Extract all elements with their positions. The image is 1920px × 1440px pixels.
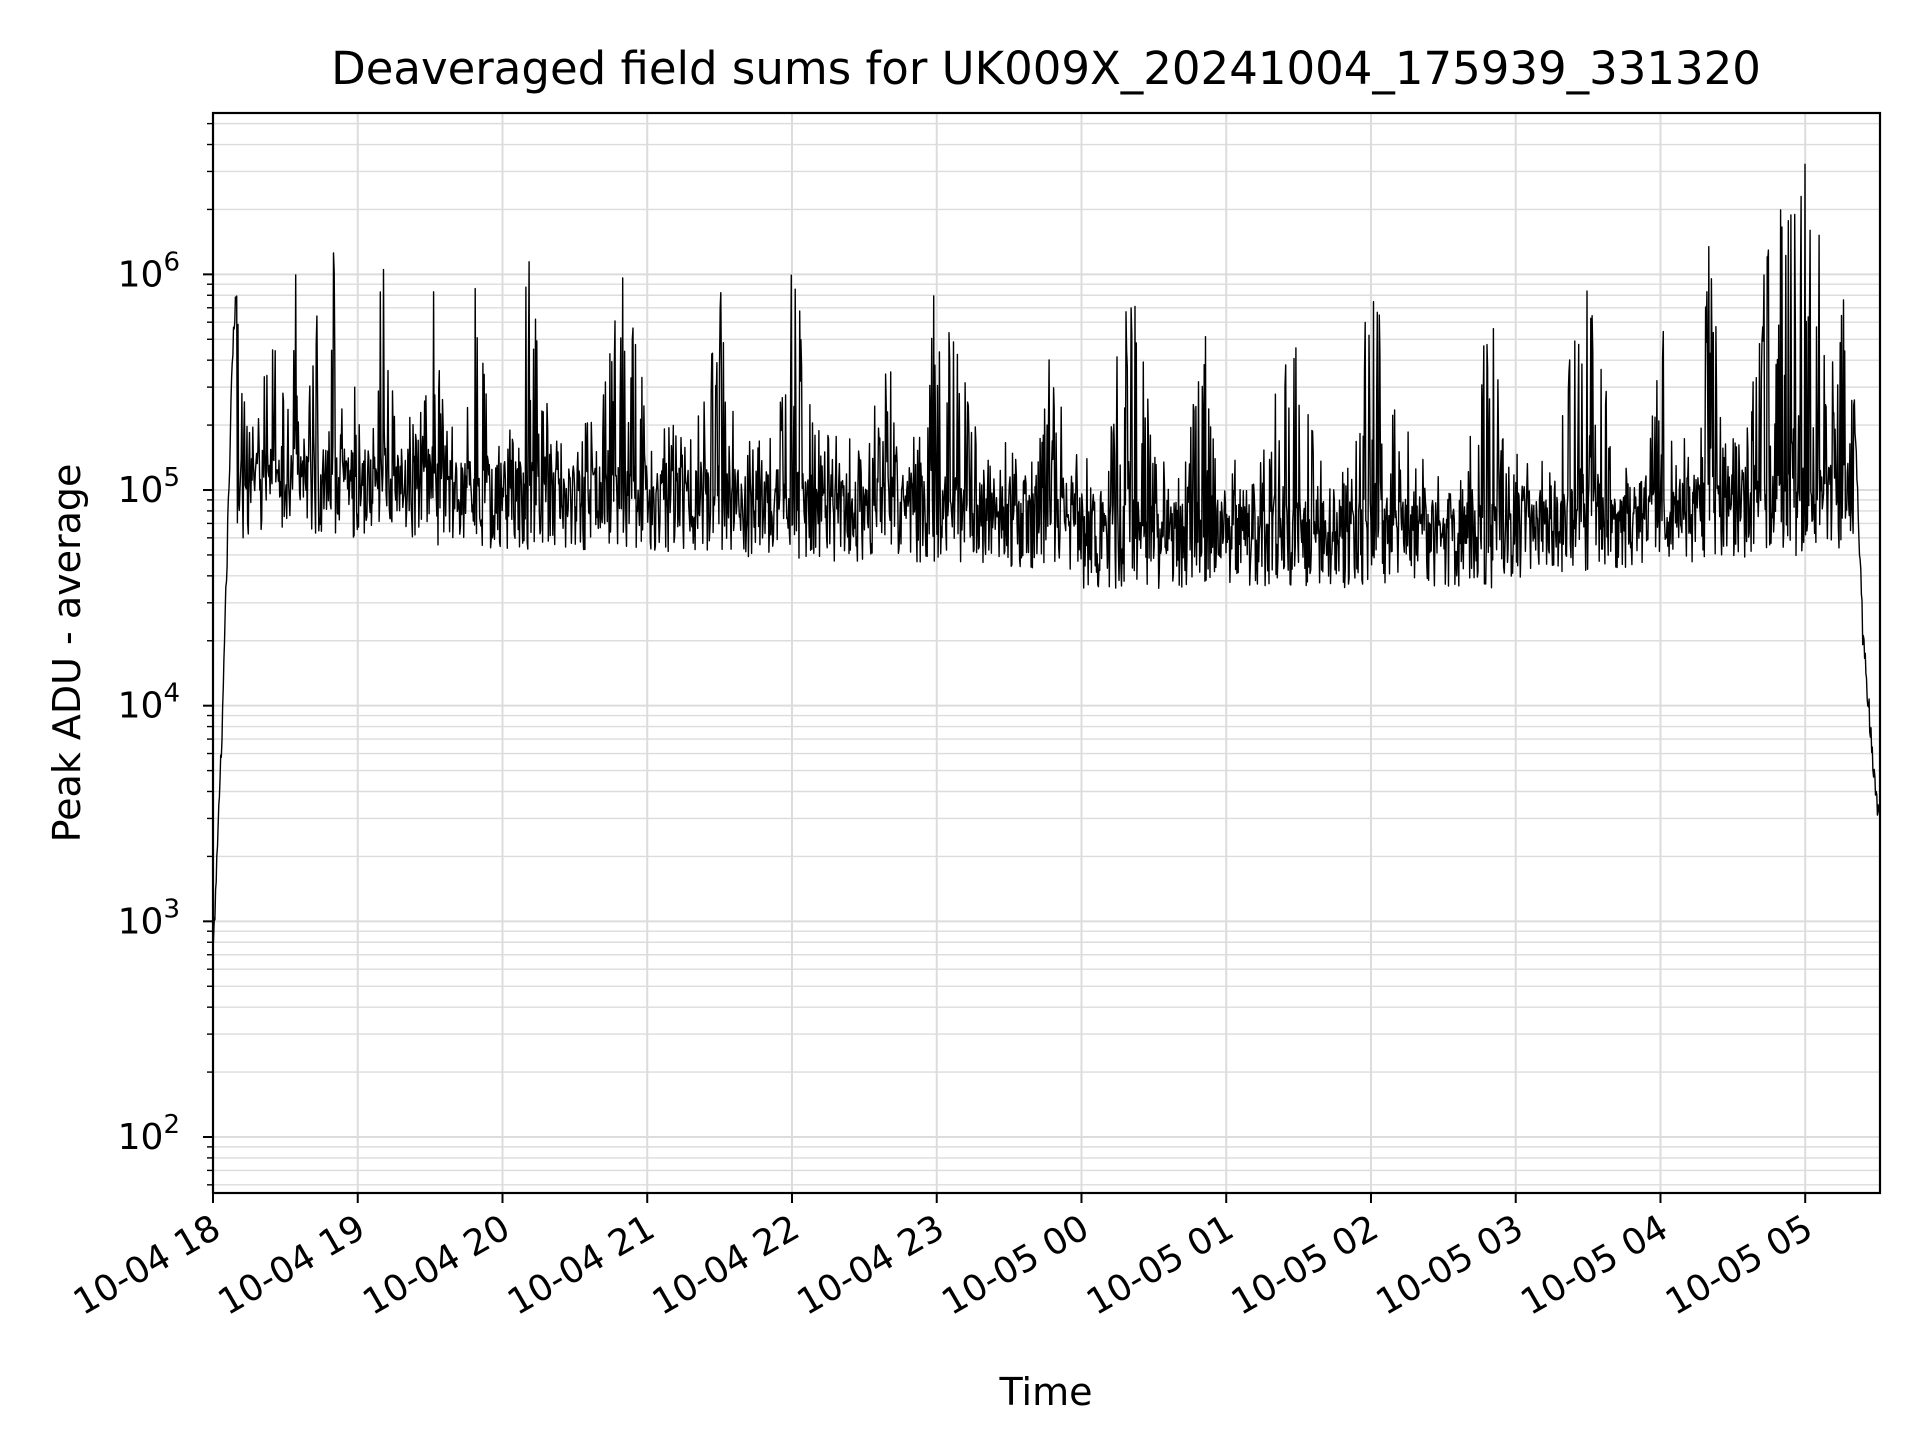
x-tick-label: 10-05 05 xyxy=(1659,1207,1820,1323)
y-axis: 102 103 104 105 106 xyxy=(118,122,213,1186)
x-tick-label: 10-05 02 xyxy=(1225,1207,1386,1323)
x-tick-label: 10-04 19 xyxy=(212,1207,373,1323)
chart-title: Deaveraged field sums for UK009X_2024100… xyxy=(331,42,1761,95)
x-tick-label: 10-04 18 xyxy=(67,1207,228,1323)
x-tick-label: 10-04 23 xyxy=(791,1207,952,1323)
y-tick-label: 103 xyxy=(118,894,180,942)
x-tick-label: 10-05 04 xyxy=(1514,1207,1675,1323)
x-axis-label: Time xyxy=(999,1370,1093,1414)
plot-frame xyxy=(211,111,1882,1195)
y-tick-label: 104 xyxy=(118,679,180,727)
x-tick-label: 10-04 21 xyxy=(501,1207,662,1323)
y-tick-label: 106 xyxy=(118,247,180,295)
y-axis-label: Peak ADU - average xyxy=(45,464,89,843)
x-tick-label: 10-04 22 xyxy=(646,1207,807,1323)
grid-lines xyxy=(212,113,1880,1193)
x-tick-label: 10-05 00 xyxy=(935,1207,1096,1323)
x-tick-label: 10-05 01 xyxy=(1080,1207,1241,1323)
series-line xyxy=(213,163,1880,950)
y-tick-label: 105 xyxy=(118,463,180,511)
y-tick-label: 102 xyxy=(118,1110,180,1158)
data-series xyxy=(213,163,1880,950)
x-tick-label: 10-04 20 xyxy=(356,1207,517,1323)
x-tick-label: 10-05 03 xyxy=(1370,1207,1531,1323)
